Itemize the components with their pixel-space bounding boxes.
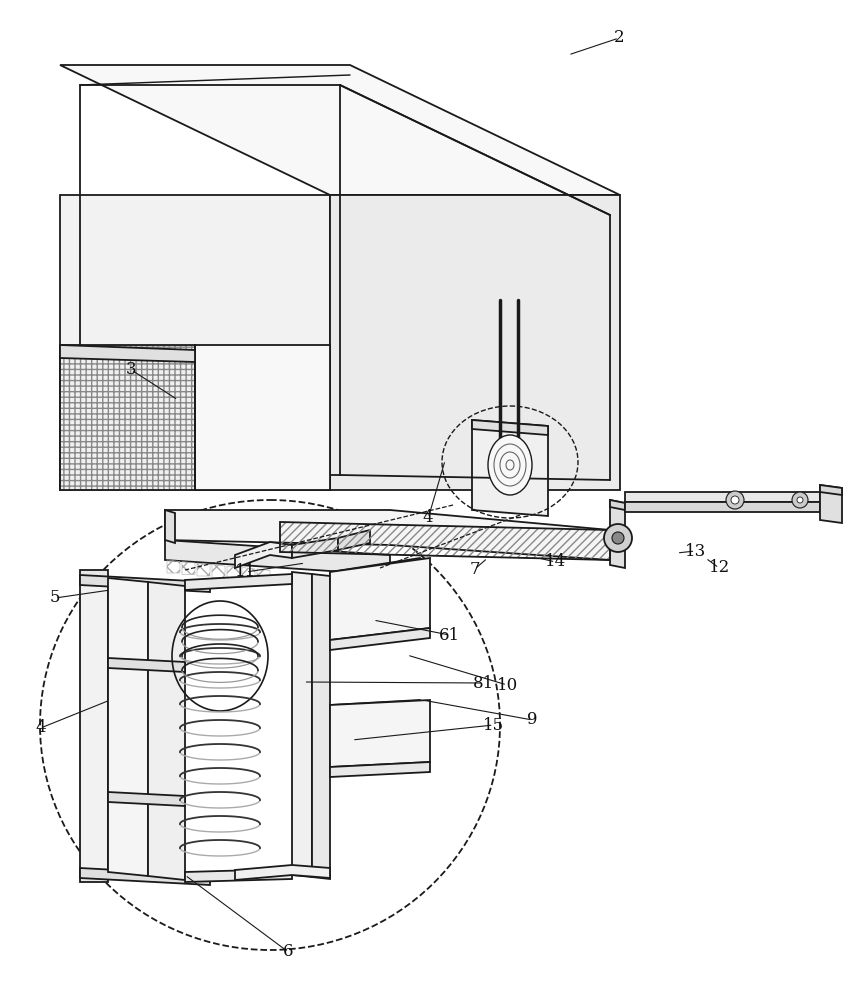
Text: 11: 11 — [235, 564, 257, 580]
Circle shape — [792, 492, 808, 508]
Polygon shape — [60, 345, 195, 362]
Text: 81: 81 — [472, 674, 494, 692]
Polygon shape — [472, 420, 548, 516]
Polygon shape — [625, 502, 820, 512]
Polygon shape — [330, 762, 430, 777]
Text: 13: 13 — [684, 542, 706, 560]
Polygon shape — [108, 658, 185, 672]
Polygon shape — [165, 510, 175, 543]
Text: 4: 4 — [423, 510, 433, 526]
Polygon shape — [165, 510, 610, 560]
Polygon shape — [820, 485, 842, 523]
Text: 61: 61 — [439, 626, 460, 644]
Text: 2: 2 — [614, 29, 624, 46]
Polygon shape — [60, 345, 195, 490]
Circle shape — [604, 524, 632, 552]
Circle shape — [797, 497, 803, 503]
Polygon shape — [80, 578, 108, 872]
Circle shape — [612, 532, 624, 544]
Polygon shape — [820, 485, 842, 495]
Text: 6: 6 — [283, 944, 293, 960]
Polygon shape — [80, 868, 210, 885]
Polygon shape — [80, 575, 210, 592]
Polygon shape — [195, 345, 330, 490]
Ellipse shape — [488, 435, 532, 495]
Polygon shape — [185, 869, 292, 882]
Polygon shape — [330, 700, 430, 767]
Polygon shape — [330, 195, 620, 490]
Text: 3: 3 — [126, 361, 137, 378]
Text: 7: 7 — [470, 560, 480, 578]
Polygon shape — [338, 530, 370, 550]
Text: 15: 15 — [483, 716, 504, 734]
Polygon shape — [108, 792, 185, 806]
Polygon shape — [330, 558, 430, 582]
Polygon shape — [292, 538, 338, 558]
Polygon shape — [148, 582, 185, 880]
Text: 12: 12 — [708, 560, 730, 576]
Text: 14: 14 — [544, 554, 566, 570]
Polygon shape — [610, 500, 625, 568]
Text: 5: 5 — [50, 589, 60, 606]
Polygon shape — [108, 578, 148, 876]
Text: 9: 9 — [527, 712, 538, 728]
Polygon shape — [60, 195, 330, 490]
Polygon shape — [185, 574, 292, 590]
Circle shape — [731, 496, 739, 504]
Polygon shape — [472, 420, 548, 435]
Text: 4: 4 — [36, 720, 46, 736]
Polygon shape — [80, 872, 108, 882]
Polygon shape — [292, 572, 312, 877]
Polygon shape — [610, 500, 625, 510]
Polygon shape — [80, 570, 108, 578]
Text: 10: 10 — [496, 676, 518, 694]
Polygon shape — [330, 558, 430, 640]
Polygon shape — [625, 492, 820, 502]
Polygon shape — [165, 540, 390, 575]
Polygon shape — [235, 865, 330, 880]
Polygon shape — [312, 574, 330, 879]
Polygon shape — [330, 700, 430, 720]
Polygon shape — [235, 542, 292, 568]
Circle shape — [726, 491, 744, 509]
Polygon shape — [60, 65, 620, 195]
Polygon shape — [330, 628, 430, 650]
